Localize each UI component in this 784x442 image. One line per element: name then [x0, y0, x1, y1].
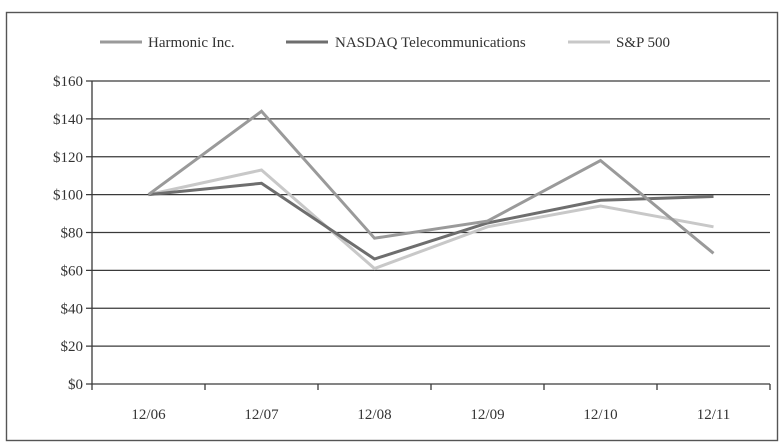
series-line-0 — [147, 109, 715, 255]
y-tick-label: $40 — [61, 301, 84, 317]
y-tick-label: $20 — [61, 339, 84, 355]
x-tick-label: 12/09 — [470, 407, 504, 423]
y-tick-label: $120 — [53, 150, 83, 166]
series-lines — [147, 109, 715, 271]
y-axis-tick-labels: $0 $20 $40 $60 $80 $100 $120 $140 $160 — [53, 74, 83, 393]
legend: Harmonic Inc. NASDAQ Telecommunications … — [100, 35, 670, 51]
legend-item-sp500: S&P 500 — [568, 35, 670, 51]
legend-label-nasdaq: NASDAQ Telecommunications — [335, 35, 526, 51]
chart-border — [5, 11, 779, 442]
legend-label-sp500: S&P 500 — [616, 35, 670, 51]
axes — [91, 81, 771, 390]
series-line-2 — [148, 168, 714, 271]
legend-item-nasdaq: NASDAQ Telecommunications — [286, 35, 526, 51]
y-tick-label: $60 — [61, 263, 84, 279]
x-tick-label: 12/10 — [583, 407, 617, 423]
y-tick-label: $80 — [61, 226, 84, 242]
x-tick-label: 12/11 — [697, 407, 731, 423]
legend-label-harmonic: Harmonic Inc. — [148, 35, 235, 51]
x-axis-tick-labels: 12/06 12/07 12/08 12/09 12/10 12/11 — [131, 407, 730, 423]
y-tick-label: $0 — [68, 377, 83, 393]
x-tick-label: 12/07 — [244, 407, 279, 423]
y-tick-label: $140 — [53, 112, 83, 128]
x-tick-label: 12/08 — [357, 407, 391, 423]
legend-item-harmonic: Harmonic Inc. — [100, 35, 235, 51]
series-line-1 — [148, 181, 714, 261]
y-tick-label: $160 — [53, 74, 83, 90]
x-tick-label: 12/06 — [131, 407, 166, 423]
y-tick-label: $100 — [53, 188, 83, 204]
